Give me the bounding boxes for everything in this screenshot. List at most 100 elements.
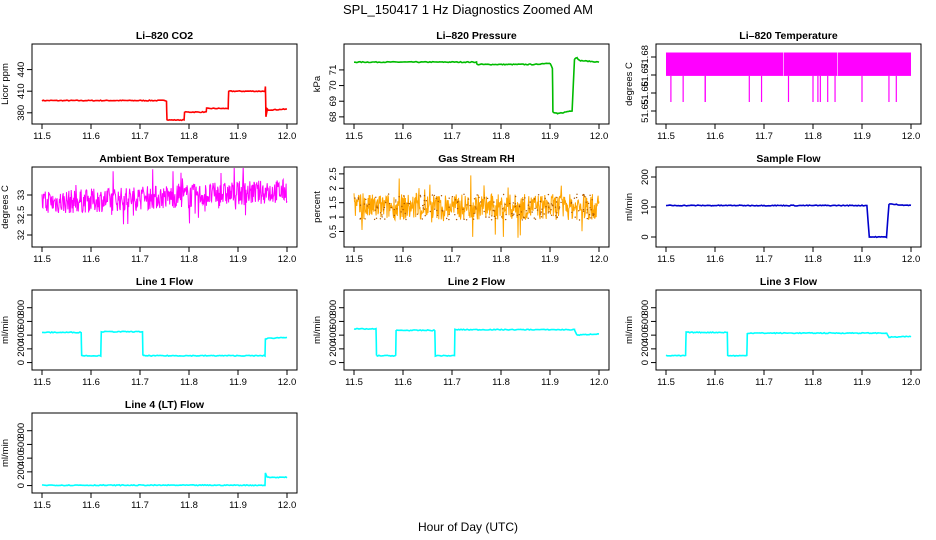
y-tick-label: 440 bbox=[16, 62, 27, 78]
series-point bbox=[365, 198, 367, 201]
y-tick-label: 800 bbox=[16, 300, 27, 316]
series-point bbox=[521, 219, 523, 221]
x-tick-label: 11.6 bbox=[82, 500, 100, 511]
y-tick-label: 51.66 bbox=[640, 81, 651, 105]
series-point bbox=[403, 195, 405, 197]
x-tick-label: 12.0 bbox=[278, 377, 297, 388]
x-tick-label: 11.7 bbox=[131, 377, 149, 388]
panel-7: Line 1 Flow 11.5 11.6 11.7 11.8 11.9 12.0 0 2004… bbox=[0, 276, 298, 388]
x-tick-label: 12.0 bbox=[590, 254, 609, 265]
y-tick-label: 33 bbox=[16, 190, 27, 201]
series-point bbox=[493, 215, 496, 218]
y-tick-label: 200 bbox=[16, 464, 27, 480]
y-tick-label: 800 bbox=[328, 300, 339, 316]
y-tick-label: 51.67 bbox=[640, 63, 651, 87]
series-point bbox=[511, 212, 513, 215]
series-point bbox=[512, 214, 514, 217]
series-point bbox=[475, 206, 477, 208]
y-axis-label: Licor ppm bbox=[0, 63, 11, 105]
y-tick-label: 400 bbox=[328, 327, 339, 343]
x-tick-label: 11.6 bbox=[82, 254, 100, 265]
series-point bbox=[589, 207, 591, 209]
x-tick-label: 11.7 bbox=[131, 500, 149, 511]
y-axis-label: ml/min bbox=[0, 439, 11, 467]
series-point bbox=[485, 216, 487, 218]
x-tick-label: 11.7 bbox=[443, 377, 461, 388]
series-point bbox=[446, 217, 448, 220]
series-point bbox=[520, 211, 523, 213]
x-tick-label: 11.5 bbox=[33, 131, 51, 142]
y-axis-label: percent bbox=[312, 191, 323, 223]
series-point bbox=[431, 194, 434, 196]
plot-frame bbox=[31, 412, 298, 494]
series-point bbox=[416, 213, 419, 215]
x-tick-label: 11.7 bbox=[755, 377, 773, 388]
series-point bbox=[536, 209, 539, 211]
series-point bbox=[589, 194, 591, 196]
series-point bbox=[375, 217, 378, 219]
series-point bbox=[390, 206, 392, 209]
y-tick-label: 200 bbox=[328, 341, 339, 357]
series-line bbox=[665, 331, 912, 357]
series-point bbox=[425, 200, 427, 202]
x-tick-label: 11.7 bbox=[755, 254, 773, 265]
series-point bbox=[583, 210, 585, 212]
series-point bbox=[383, 209, 385, 211]
series-point bbox=[402, 208, 404, 211]
series-point bbox=[522, 199, 524, 201]
x-tick-label: 11.8 bbox=[180, 377, 198, 388]
series-point bbox=[473, 212, 475, 215]
plot-frame bbox=[655, 43, 922, 125]
series-point bbox=[554, 206, 557, 208]
y-tick-label: 51.65 bbox=[640, 99, 651, 123]
series-point bbox=[364, 218, 366, 220]
x-tick-label: 11.9 bbox=[229, 377, 247, 388]
x-tick-label: 12.0 bbox=[902, 377, 921, 388]
series-group bbox=[41, 86, 288, 122]
series-point bbox=[383, 206, 386, 209]
x-tick-label: 11.5 bbox=[345, 254, 363, 265]
series-point bbox=[586, 217, 588, 220]
series-point bbox=[534, 218, 537, 220]
series-point bbox=[421, 218, 423, 220]
series-point bbox=[586, 209, 588, 211]
x-tick-label: 12.0 bbox=[902, 131, 921, 142]
y-tick-label: 380 bbox=[16, 105, 27, 121]
series-point bbox=[448, 206, 450, 208]
series-point bbox=[422, 207, 424, 209]
panel-10: Line 4 (LT) Flow 11.5 11.6 11.7 11.8 11.9 12.0… bbox=[0, 399, 298, 511]
series-point bbox=[488, 216, 490, 218]
series-point bbox=[576, 193, 578, 195]
series-point bbox=[466, 204, 468, 206]
series-point bbox=[555, 215, 557, 217]
series-point bbox=[585, 201, 587, 203]
y-tick-label: 100 bbox=[640, 199, 651, 215]
panel-4: Ambient Box Temperature 11.5 11.6 11.7 11.8 1… bbox=[0, 153, 298, 265]
series-group bbox=[42, 330, 288, 358]
x-tick-label: 11.8 bbox=[180, 131, 198, 142]
series-point bbox=[469, 204, 471, 207]
series-point bbox=[405, 218, 407, 221]
y-tick-label: 2.5 bbox=[328, 167, 339, 180]
series-point bbox=[504, 203, 506, 206]
x-tick-label: 11.6 bbox=[394, 254, 412, 265]
series-point bbox=[422, 204, 424, 207]
x-tick-label: 11.8 bbox=[804, 254, 822, 265]
series-point bbox=[558, 208, 560, 210]
series-point bbox=[541, 208, 543, 210]
series-point bbox=[407, 202, 409, 205]
y-tick-label: 400 bbox=[16, 327, 27, 343]
series-point bbox=[423, 199, 425, 202]
panel-9: Line 3 Flow 11.5 11.6 11.7 11.8 11.9 12.0 0 2004… bbox=[624, 276, 922, 388]
series-point bbox=[388, 202, 391, 205]
series-point bbox=[376, 206, 378, 209]
x-tick-label: 11.6 bbox=[394, 377, 412, 388]
series-point bbox=[545, 206, 547, 208]
series-point bbox=[560, 201, 562, 204]
y-axis-label: ml/min bbox=[624, 193, 635, 221]
series-point bbox=[366, 205, 368, 207]
series-point bbox=[590, 209, 592, 211]
panel-title: Gas Stream RH bbox=[438, 153, 514, 165]
series-point bbox=[359, 204, 362, 206]
